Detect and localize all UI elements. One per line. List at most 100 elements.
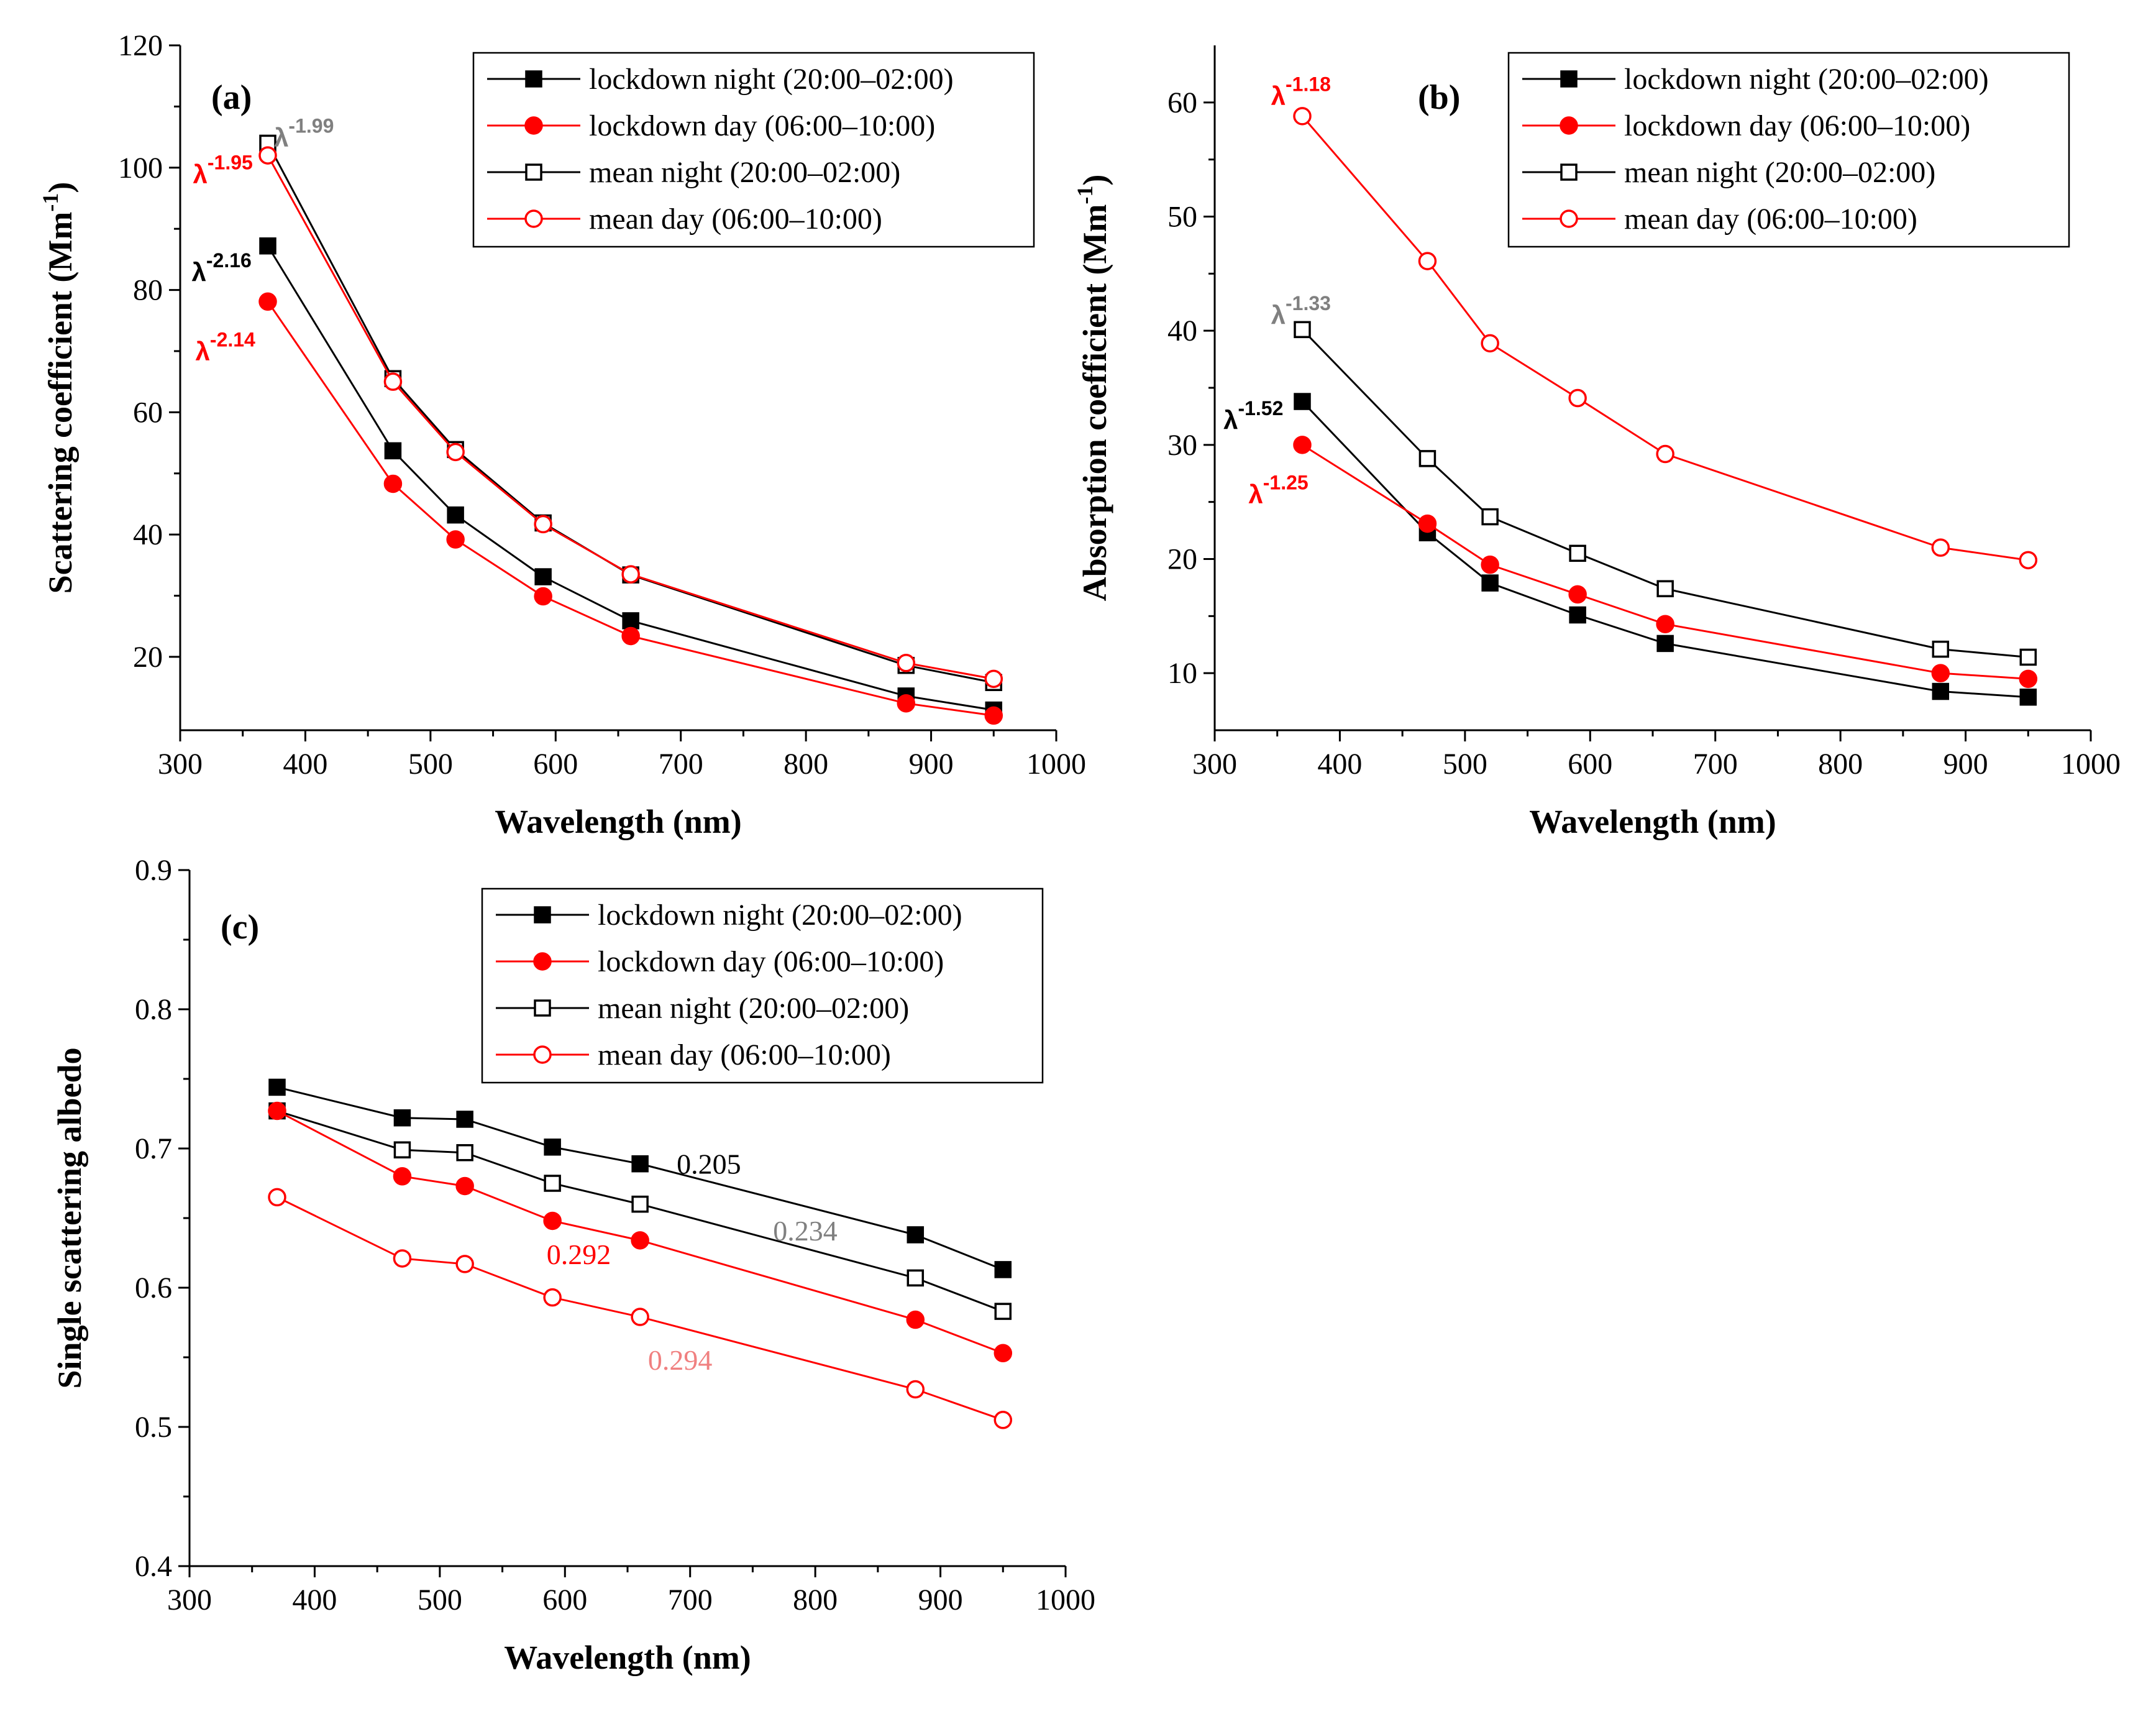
data-point <box>268 1188 286 1207</box>
legend-marker <box>533 952 552 971</box>
annotation: λ-2.16 <box>192 249 252 286</box>
data-point <box>534 515 552 534</box>
data-point <box>631 1195 649 1213</box>
legend-marker <box>525 163 542 181</box>
legend-entry: mean day (06:00–10:00) <box>598 1038 891 1071</box>
legend: lockdown night (20:00–02:00) lockdown day… <box>1507 52 2070 248</box>
data-point <box>543 1211 562 1231</box>
data-point <box>258 146 277 165</box>
data-point <box>456 1144 473 1162</box>
x-axis-title: Wavelength (nm) <box>495 803 742 840</box>
data-point <box>897 654 916 672</box>
data-point <box>446 442 465 462</box>
chart-panel-1: 300 400 500 600 700 800 900 1000 10 20 30 40 50 60 Wav… <box>1072 45 2121 840</box>
data-point <box>384 442 402 460</box>
legend-entry: mean night (20:00–02:00) <box>589 156 900 189</box>
data-point <box>455 1255 474 1273</box>
legend-marker <box>524 116 543 135</box>
annotation-base: λ <box>196 337 210 366</box>
x-tick-label: 300 <box>158 748 203 781</box>
data-point <box>906 1380 925 1399</box>
x-tick-label: 900 <box>918 1584 963 1616</box>
chart-panel-2: 300 400 500 600 700 800 900 1000 0.4 0.5 0.6 0.7 0.8… <box>51 854 1095 1676</box>
data-point <box>1569 544 1586 562</box>
annotation-exponent: -1.95 <box>208 151 253 173</box>
legend: lockdown night (20:00–02:00) lockdown day… <box>481 887 1044 1084</box>
annotation-exponent: -1.99 <box>288 114 334 137</box>
data-point <box>1418 252 1437 270</box>
data-point <box>1481 508 1499 526</box>
legend-marker <box>1560 116 1578 135</box>
annotation-base: λ <box>1271 300 1286 329</box>
x-tick-label: 800 <box>1818 748 1863 781</box>
y-tick-label: 0.5 <box>135 1411 172 1444</box>
annotation: 0.294 <box>648 1344 713 1376</box>
data-point <box>1481 574 1499 592</box>
y-tick-label: 30 <box>1167 429 1197 462</box>
data-point <box>622 612 639 630</box>
annotation: λ-1.52 <box>1223 397 1283 434</box>
annotation: λ-1.95 <box>193 151 253 188</box>
data-point <box>456 1111 473 1128</box>
x-tick-label: 1000 <box>1036 1584 1095 1616</box>
data-point <box>258 292 277 311</box>
x-tick-label: 500 <box>418 1584 462 1616</box>
series-line-1 <box>267 301 994 717</box>
data-point <box>1931 664 1950 682</box>
data-point <box>1931 538 1950 557</box>
data-point <box>1481 555 1499 574</box>
y-axis-title-main: Absorption coefficient (Mm <box>1076 204 1113 602</box>
data-point <box>1656 635 1674 653</box>
annotation: λ-1.18 <box>1271 73 1331 111</box>
data-point <box>1656 444 1674 464</box>
x-axis-title: Wavelength (nm) <box>504 1639 751 1676</box>
y-tick-label: 20 <box>1167 543 1197 576</box>
data-point <box>621 565 640 584</box>
data-point <box>544 1139 561 1156</box>
annotation: λ-2.14 <box>196 329 256 366</box>
y-tick-label: 60 <box>133 396 163 429</box>
legend-entry: mean night (20:00–02:00) <box>598 992 909 1025</box>
data-point <box>906 1310 925 1329</box>
data-point <box>984 706 1003 725</box>
legend-marker <box>1560 70 1578 88</box>
y-tick-label: 10 <box>1167 657 1197 690</box>
legend-entry: lockdown night (20:00–02:00) <box>589 63 954 96</box>
legend-entry: lockdown night (20:00–02:00) <box>1624 63 1989 96</box>
y-tick-label: 0.6 <box>135 1272 172 1304</box>
data-point <box>631 1231 649 1250</box>
data-point <box>1418 450 1437 467</box>
series-line-2 <box>1301 329 2029 658</box>
legend-entry: mean night (20:00–02:00) <box>1624 156 1935 189</box>
data-point <box>2019 551 2038 570</box>
annotation-exponent: -1.33 <box>1286 292 1331 314</box>
data-point <box>907 1269 925 1287</box>
x-tick-label: 400 <box>283 748 327 781</box>
y-tick-label: 0.7 <box>135 1132 172 1165</box>
annotation-exponent: -2.14 <box>210 329 255 351</box>
data-point <box>1569 606 1586 624</box>
y-tick-label: 100 <box>118 152 163 185</box>
data-point <box>544 1175 561 1192</box>
data-point <box>393 1141 411 1158</box>
x-tick-label: 400 <box>292 1584 337 1616</box>
legend-entry: mean day (06:00–10:00) <box>589 203 882 236</box>
panel-label: (c) <box>221 908 259 947</box>
annotation-exponent: -1.25 <box>1263 472 1309 494</box>
y-tick-label: 120 <box>118 29 163 62</box>
legend-marker <box>1560 163 1578 181</box>
data-point <box>534 568 552 585</box>
y-axis-title-close: ) <box>42 182 79 193</box>
annotation: 0.234 <box>773 1215 838 1247</box>
legend-box <box>472 52 1035 248</box>
y-axis-title-main: Single scattering albedo <box>51 1048 88 1389</box>
y-axis-title-sup: -1 <box>1072 186 1097 204</box>
data-point <box>984 669 1003 689</box>
y-tick-label: 60 <box>1167 86 1197 119</box>
x-tick-label: 600 <box>542 1584 587 1616</box>
y-axis-title-sup: -1 <box>38 193 63 212</box>
x-tick-label: 600 <box>533 748 578 781</box>
data-point <box>393 1249 412 1268</box>
annotation: λ-1.33 <box>1271 292 1331 329</box>
